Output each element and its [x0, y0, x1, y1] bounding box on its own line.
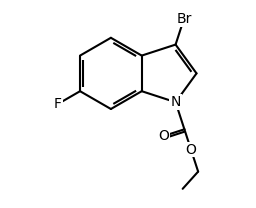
Text: Br: Br [176, 12, 191, 26]
Text: O: O [186, 143, 196, 157]
Text: F: F [54, 97, 62, 111]
Text: O: O [159, 129, 169, 143]
Text: N: N [170, 95, 181, 109]
